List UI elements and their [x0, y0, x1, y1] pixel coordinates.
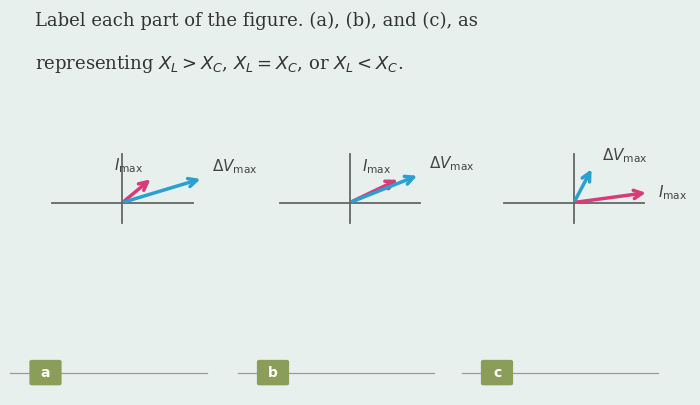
- Text: representing $X_L > X_C$, $X_L = X_C$, or $X_L < X_C$.: representing $X_L > X_C$, $X_L = X_C$, o…: [35, 53, 403, 75]
- Text: c: c: [493, 366, 501, 379]
- FancyBboxPatch shape: [29, 360, 62, 386]
- Text: $\Delta V_\mathrm{max}$: $\Delta V_\mathrm{max}$: [212, 158, 258, 176]
- Text: b: b: [268, 366, 278, 379]
- Text: $\Delta V_\mathrm{max}$: $\Delta V_\mathrm{max}$: [602, 146, 648, 165]
- Text: Label each part of the figure. (a), (b), and (c), as: Label each part of the figure. (a), (b),…: [35, 12, 478, 30]
- FancyBboxPatch shape: [257, 360, 289, 386]
- Text: $I_\mathrm{max}$: $I_\mathrm{max}$: [114, 157, 144, 175]
- Text: $I_\mathrm{max}$: $I_\mathrm{max}$: [362, 158, 391, 177]
- Text: $\Delta V_\mathrm{max}$: $\Delta V_\mathrm{max}$: [429, 154, 475, 173]
- Text: a: a: [41, 366, 50, 379]
- FancyBboxPatch shape: [481, 360, 513, 386]
- Text: $I_\mathrm{max}$: $I_\mathrm{max}$: [658, 183, 687, 202]
